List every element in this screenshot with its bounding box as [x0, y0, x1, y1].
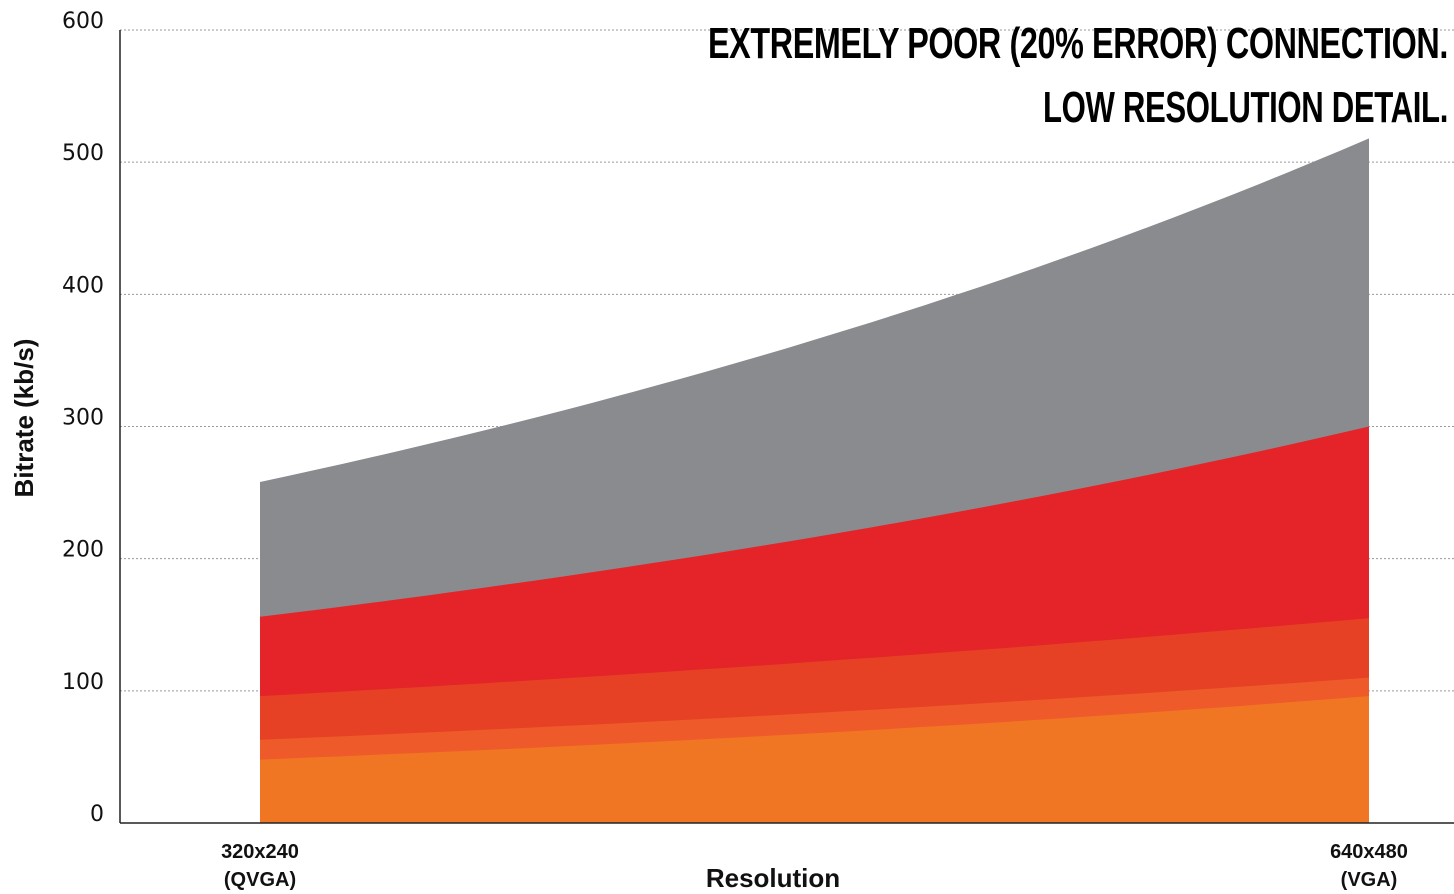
axes: [119, 30, 1454, 824]
x-category-labels: 320x240 (QVGA) 640x480 (VGA): [221, 841, 1408, 891]
x-axis-title: Resolution: [706, 863, 840, 893]
y-tick-label: 200: [62, 538, 104, 563]
x-category-sublabel: (VGA): [1341, 869, 1398, 891]
chart-title-line-1: EXTREMELY POOR (20% ERROR) CONNECTION.: [708, 19, 1448, 68]
chart-title-line-2: LOW RESOLUTION DETAIL.: [1043, 83, 1448, 132]
x-category-label: 640x480: [1330, 841, 1408, 863]
y-tick-label: 600: [62, 9, 104, 34]
y-tick-label: 100: [62, 670, 104, 695]
y-tick-label: 400: [62, 273, 104, 298]
x-category-sublabel: (QVGA): [224, 869, 296, 891]
series-area-5: [260, 696, 1369, 823]
y-tick-labels: 0 100 200 300 400 500 600: [62, 9, 104, 827]
y-tick-label: 300: [62, 406, 104, 431]
series-areas: [260, 138, 1369, 823]
y-axis-title: Bitrate (kb/s): [9, 339, 39, 498]
x-category-label: 320x240: [221, 841, 299, 863]
y-tick-label: 500: [62, 141, 104, 166]
y-tick-label: 0: [90, 802, 104, 827]
